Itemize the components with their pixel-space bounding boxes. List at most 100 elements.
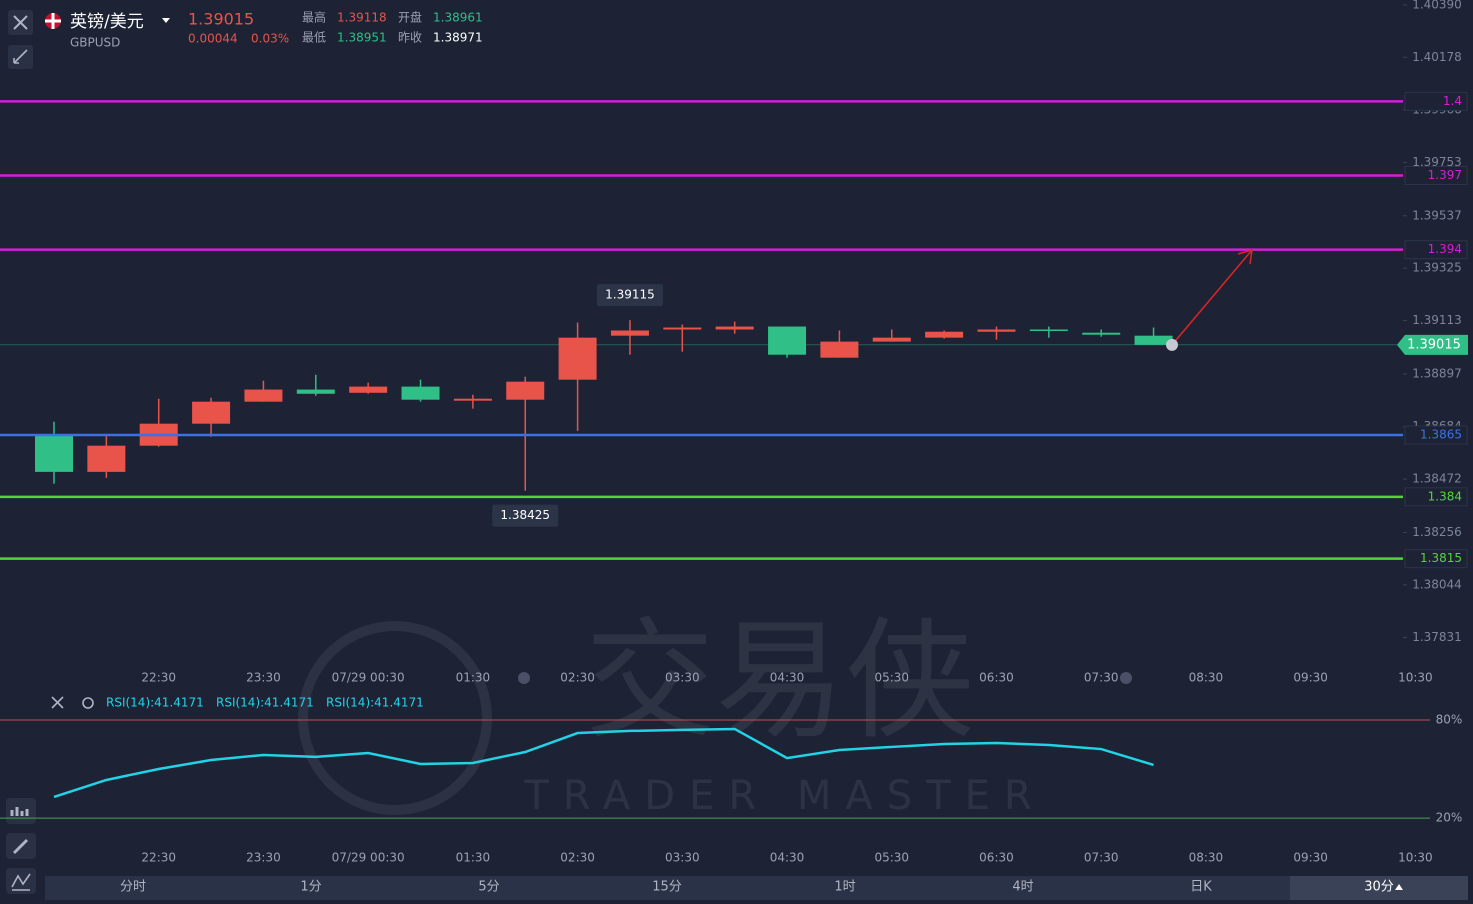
price-line-label-box bbox=[1404, 240, 1468, 260]
price-line-label: 1.394 bbox=[1428, 242, 1462, 256]
candle-body bbox=[401, 386, 440, 400]
flag-cross bbox=[45, 13, 61, 29]
symbol-code: GBPUSD bbox=[70, 36, 120, 50]
rsi-x-tick-label: 02:30 bbox=[560, 851, 595, 865]
x-tick-label: 07:30 bbox=[1084, 671, 1119, 685]
tab[interactable]: 5分 bbox=[478, 880, 499, 895]
tab-active[interactable]: 30分 bbox=[1364, 880, 1394, 895]
y-tick-label: 1.39113 bbox=[1412, 313, 1462, 327]
candle-body bbox=[87, 445, 126, 472]
last-price-tag bbox=[1397, 334, 1468, 355]
price-change: 0.00044 bbox=[188, 32, 238, 46]
price-line-label-box bbox=[1404, 425, 1468, 445]
x-tick-label: 02:30 bbox=[560, 671, 595, 685]
price-line-label-box bbox=[1404, 166, 1468, 186]
rsi-label: RSI(14):41.4171 bbox=[106, 696, 204, 710]
candle-body bbox=[925, 331, 964, 338]
rsi-level-label: 80% bbox=[1436, 712, 1463, 726]
price-line-label: 1.397 bbox=[1428, 168, 1462, 182]
last-point-marker bbox=[1166, 338, 1178, 351]
x-tick-label: 05:30 bbox=[874, 671, 909, 685]
rsi-x-tick-label: 04:30 bbox=[770, 851, 805, 865]
tab[interactable]: 15分 bbox=[652, 880, 682, 895]
time-marker bbox=[1120, 672, 1132, 684]
candle-body bbox=[663, 327, 702, 330]
symbol-caret[interactable] bbox=[162, 18, 170, 23]
candle-body bbox=[1029, 329, 1068, 332]
rsi-line bbox=[53, 727, 1154, 799]
current-price: 1.39015 bbox=[188, 10, 254, 29]
tab[interactable]: 分时 bbox=[120, 880, 146, 895]
rsi-x-tick-label: 23:30 bbox=[246, 851, 281, 865]
candle-body bbox=[35, 435, 73, 472]
header: 英镑/美元 GBPUSD 1.39015 0.00044 0.03% 最高 1.… bbox=[45, 10, 483, 50]
y-tick-label: 1.37831 bbox=[1412, 630, 1462, 644]
watermark-text: TRADER MASTER bbox=[523, 773, 1045, 819]
x-tick-label: 03:30 bbox=[665, 671, 700, 685]
rsi-x-tick-label: 22:30 bbox=[141, 851, 176, 865]
x-tick-label: 10:30 bbox=[1398, 671, 1433, 685]
x-tick-label: 09:30 bbox=[1293, 671, 1328, 685]
open-value: 1.38961 bbox=[433, 11, 483, 25]
extreme-label: 1.39115 bbox=[605, 288, 655, 302]
tab[interactable]: 4时 bbox=[1012, 880, 1033, 895]
high-value: 1.39118 bbox=[337, 11, 387, 25]
x-tick-label: 01:30 bbox=[456, 671, 491, 685]
indicator-icon bbox=[10, 807, 29, 816]
rsi-close-icon[interactable] bbox=[51, 696, 64, 709]
candle-body bbox=[349, 386, 388, 393]
rsi-x-tick-label: 07/29 00:30 bbox=[332, 851, 405, 865]
y-tick-label: 1.39537 bbox=[1412, 208, 1462, 222]
forecast-arrow bbox=[1171, 248, 1253, 346]
tab[interactable]: 日K bbox=[1190, 880, 1212, 895]
extreme-label-box bbox=[492, 504, 559, 527]
symbol-name[interactable]: 英镑/美元 bbox=[70, 12, 144, 32]
candle-body bbox=[558, 337, 597, 380]
candle-body bbox=[296, 389, 335, 394]
rsi-settings-icon[interactable] bbox=[82, 697, 94, 709]
draw-icon bbox=[12, 838, 29, 855]
high-label: 最高 bbox=[302, 10, 326, 25]
candle-body bbox=[1082, 332, 1121, 335]
y-tick-label: 1.40390 bbox=[1412, 0, 1462, 11]
rsi-x-tick-label: 03:30 bbox=[665, 851, 700, 865]
candle-body bbox=[977, 329, 1016, 332]
y-tick-label: 1.40178 bbox=[1412, 50, 1462, 64]
price-line-label-box bbox=[1404, 549, 1468, 569]
extreme-label-box bbox=[596, 284, 663, 307]
active-tab bbox=[1290, 876, 1468, 900]
sidebar bbox=[6, 10, 36, 894]
y-tick-label: 1.39753 bbox=[1412, 155, 1462, 169]
y-tick-label: 1.38044 bbox=[1412, 577, 1462, 591]
rsi-x-tick-label: 09:30 bbox=[1293, 851, 1328, 865]
price-change-pct: 0.03% bbox=[251, 32, 289, 46]
candle-body bbox=[872, 337, 911, 342]
tab-bar bbox=[45, 876, 1468, 900]
x-tick-label: 04:30 bbox=[770, 671, 805, 685]
y-tick-label: 1.38897 bbox=[1412, 367, 1462, 381]
x-tick-label: 06:30 bbox=[979, 671, 1014, 685]
chart-tool-icon bbox=[11, 873, 31, 891]
price-line-label: 1.384 bbox=[1428, 489, 1462, 503]
close-icon bbox=[13, 15, 28, 30]
watermark-logo-ring bbox=[298, 621, 492, 815]
price-line-label-box bbox=[1404, 91, 1468, 111]
price-line-label-box bbox=[1404, 487, 1468, 507]
price-line-label: 1.3815 bbox=[1420, 551, 1462, 565]
x-tick-label: 08:30 bbox=[1189, 671, 1224, 685]
open-label: 开盘 bbox=[398, 10, 422, 25]
candle-body bbox=[453, 398, 492, 401]
rsi-x-tick-label: 05:30 bbox=[874, 851, 909, 865]
candle-body bbox=[244, 389, 283, 402]
prev-label: 昨收 bbox=[398, 31, 422, 45]
x-tick-label: 23:30 bbox=[246, 671, 281, 685]
candle-body bbox=[820, 341, 859, 358]
tab[interactable]: 1分 bbox=[300, 880, 321, 895]
extreme-label: 1.38425 bbox=[500, 508, 550, 522]
tab[interactable]: 1时 bbox=[834, 880, 855, 895]
x-tick-label: 22:30 bbox=[141, 671, 176, 685]
last-price-label: 1.39015 bbox=[1407, 337, 1461, 352]
candle-body bbox=[506, 381, 545, 400]
